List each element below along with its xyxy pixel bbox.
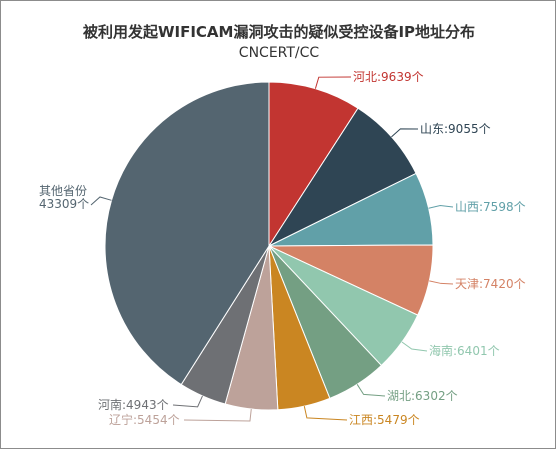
chart-subtitle: CNCERT/CC bbox=[238, 45, 320, 61]
slice-label-湖北: 湖北:6302个 bbox=[387, 388, 458, 403]
leader-line-湖北 bbox=[356, 384, 386, 397]
pie-slice-山东 bbox=[267, 107, 417, 248]
slice-label-天津: 天津:7420个 bbox=[455, 277, 526, 291]
slice-label-河北: 河北:9639个 bbox=[353, 70, 424, 84]
slice-label-山东: 山东:9055个 bbox=[420, 122, 491, 136]
slice-label-海南: 海南:6401个 bbox=[429, 343, 500, 358]
slice-label-河南: 河南:4943个 bbox=[98, 397, 169, 412]
leader-line-辽宁 bbox=[183, 408, 252, 422]
leader-line-山东 bbox=[391, 128, 419, 138]
slice-label-其他省份: 其他省份 43309个 bbox=[39, 184, 89, 211]
chart-title: 被利用发起WIFICAM漏洞攻击的疑似受控设备IP地址分布 bbox=[82, 23, 476, 41]
slice-label-辽宁: 辽宁:5454个 bbox=[109, 412, 180, 427]
pie-slice-河北 bbox=[268, 81, 359, 248]
leader-line-山西 bbox=[428, 204, 454, 209]
slice-label-山西: 山西:7598个 bbox=[455, 200, 526, 214]
pie-slice-其他省份 bbox=[104, 81, 270, 386]
leader-line-天津 bbox=[429, 280, 454, 285]
leader-line-江西 bbox=[303, 406, 348, 421]
leader-line-其他省份 bbox=[90, 196, 112, 206]
leader-line-河北 bbox=[314, 76, 352, 89]
leader-line-河南 bbox=[172, 395, 203, 408]
slice-label-江西: 江西:5479个 bbox=[349, 413, 420, 427]
leader-line-海南 bbox=[401, 341, 428, 352]
